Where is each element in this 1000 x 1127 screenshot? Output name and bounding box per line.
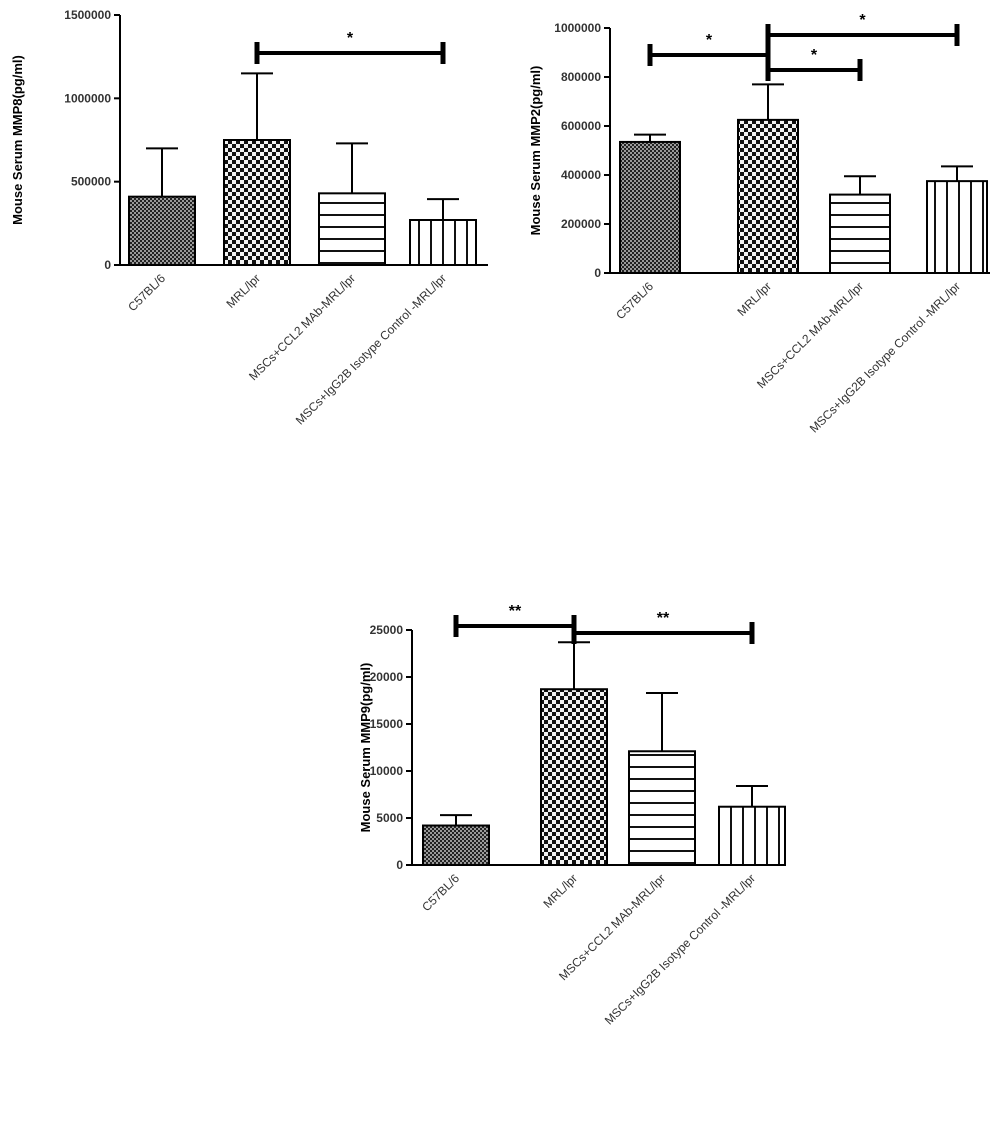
y-tick-label: 400000	[561, 168, 601, 182]
significance-label: *	[347, 30, 354, 47]
significance-label: **	[509, 603, 522, 620]
y-tick-label: 1000000	[554, 21, 601, 35]
y-tick-label: 800000	[561, 70, 601, 84]
significance-bracket	[571, 622, 755, 644]
y-tick-label: 10000	[370, 764, 404, 778]
y-tick-label: 15000	[370, 717, 404, 731]
bar-1	[223, 139, 291, 266]
category-label: MSCs+CCL2 MAb-MRL/lpr	[246, 271, 358, 383]
category-label: MSCs+CCL2 MAb-MRL/lpr	[556, 871, 668, 983]
category-label: C57BL/6	[125, 271, 168, 314]
category-label: MRL/lpr	[224, 271, 264, 311]
significance-label: **	[657, 610, 670, 627]
bar-1	[737, 118, 799, 274]
significance-bracket	[647, 44, 771, 66]
y-tick-label: 1500000	[64, 8, 111, 22]
category-label: C57BL/6	[613, 279, 656, 322]
significance-bracket	[254, 42, 446, 64]
bar-0	[619, 140, 681, 274]
y-tick-label: 0	[594, 266, 601, 280]
y-tick-label: 200000	[561, 217, 601, 231]
y-tick-label: 0	[396, 858, 403, 872]
y-tick-label: 1000000	[64, 91, 111, 105]
significance-bracket	[453, 615, 577, 637]
bar-0	[128, 195, 196, 267]
significance-label: *	[859, 12, 866, 29]
y-tick-label: 20000	[370, 670, 404, 684]
significance-label: *	[811, 47, 818, 64]
y-axis-label: Mouse Serum MMP8(pg/ml)	[10, 55, 25, 225]
category-label: MSCs+IgG2B Isotype Control -MRL/lpr	[807, 279, 963, 435]
significance-bracket	[765, 24, 960, 46]
bar-3	[409, 219, 477, 266]
y-tick-label: 0	[104, 258, 111, 272]
bar-3	[926, 180, 988, 274]
category-label: MSCs+CCL2 MAb-MRL/lpr	[754, 279, 866, 391]
bar-0	[422, 824, 490, 867]
y-axis-label: Mouse Serum MMP9(pg/ml)	[358, 663, 373, 833]
significance-label: *	[706, 32, 713, 49]
y-tick-label: 500000	[71, 175, 111, 189]
y-tick-label: 25000	[370, 623, 404, 637]
bar-2	[628, 750, 696, 867]
bar-3	[718, 805, 786, 866]
category-label: MRL/lpr	[735, 279, 775, 319]
category-label: MRL/lpr	[541, 871, 581, 911]
bar-2	[829, 193, 891, 275]
bar-2	[318, 192, 386, 266]
significance-bracket	[765, 59, 863, 81]
y-axis-label: Mouse Serum MMP2(pg/ml)	[528, 66, 543, 236]
category-label: MSCs+IgG2B Isotype Control -MRL/lpr	[602, 871, 758, 1027]
y-tick-label: 5000	[376, 811, 403, 825]
category-label: C57BL/6	[419, 871, 462, 914]
bar-1	[540, 688, 608, 866]
y-tick-label: 600000	[561, 119, 601, 133]
category-label: MSCs+IgG2B Isotype Control -MRL/lpr	[293, 271, 449, 427]
